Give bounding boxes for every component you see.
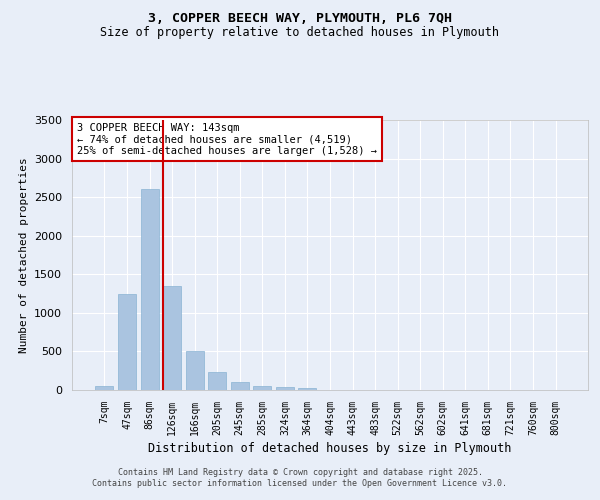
Text: 3, COPPER BEECH WAY, PLYMOUTH, PL6 7QH: 3, COPPER BEECH WAY, PLYMOUTH, PL6 7QH bbox=[148, 12, 452, 26]
Text: Contains HM Land Registry data © Crown copyright and database right 2025.
Contai: Contains HM Land Registry data © Crown c… bbox=[92, 468, 508, 487]
X-axis label: Distribution of detached houses by size in Plymouth: Distribution of detached houses by size … bbox=[148, 442, 512, 455]
Bar bbox=[276, 388, 294, 390]
Text: 3 COPPER BEECH WAY: 143sqm
← 74% of detached houses are smaller (4,519)
25% of s: 3 COPPER BEECH WAY: 143sqm ← 74% of deta… bbox=[77, 122, 377, 156]
Bar bbox=[208, 372, 226, 390]
Bar bbox=[298, 388, 316, 390]
Bar bbox=[185, 352, 204, 390]
Bar bbox=[140, 190, 158, 390]
Bar bbox=[231, 382, 249, 390]
Bar bbox=[95, 386, 113, 390]
Text: Size of property relative to detached houses in Plymouth: Size of property relative to detached ho… bbox=[101, 26, 499, 39]
Bar bbox=[253, 386, 271, 390]
Bar bbox=[118, 294, 136, 390]
Bar bbox=[163, 286, 181, 390]
Y-axis label: Number of detached properties: Number of detached properties bbox=[19, 157, 29, 353]
